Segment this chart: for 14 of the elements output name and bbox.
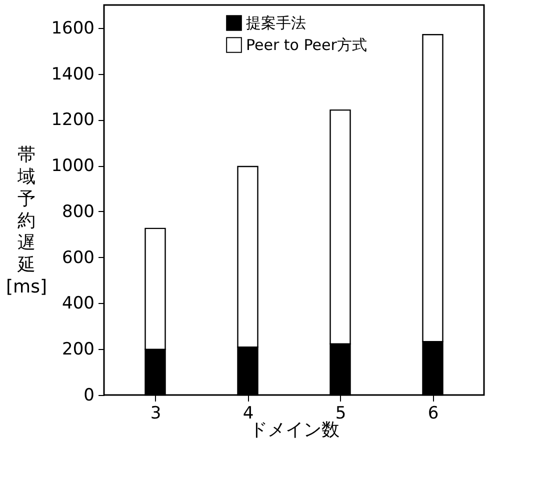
y-tick-label: 800 bbox=[62, 202, 94, 222]
y-tick-label: 200 bbox=[62, 340, 94, 360]
y-tick-label: 1600 bbox=[51, 18, 94, 38]
legend-label: 提案手法 bbox=[246, 14, 306, 32]
x-tick-label: 3 bbox=[150, 404, 162, 424]
x-tick-label: 6 bbox=[428, 404, 439, 424]
y-tick-label: 600 bbox=[62, 248, 94, 268]
y-tick-label: 1000 bbox=[51, 156, 94, 176]
y-tick-label: 0 bbox=[84, 386, 94, 406]
y-tick-label: 1400 bbox=[51, 64, 94, 84]
y-tick-label: 400 bbox=[62, 294, 94, 314]
y-axis-title: 帯域予約遅延 [ms] bbox=[6, 144, 47, 298]
y-tick-label: 1200 bbox=[51, 110, 94, 130]
legend-label: Peer to Peer方式 bbox=[246, 36, 367, 54]
